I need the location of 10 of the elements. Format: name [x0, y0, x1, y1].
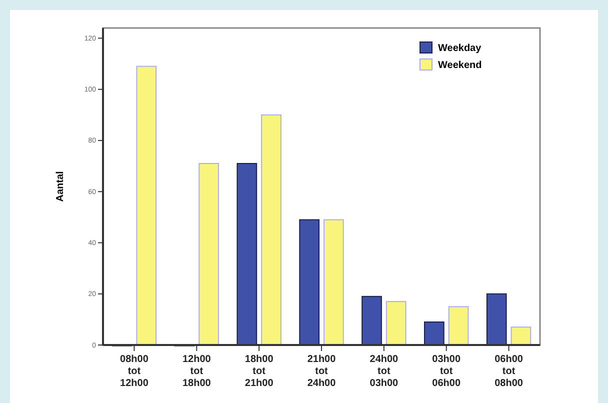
x-tick-label: 12h00 tot 18h00	[182, 354, 212, 389]
x-tick-label: 03h00 tot 06h00	[432, 354, 461, 389]
x-tick-label: 21h00 tot 24h00	[307, 354, 336, 389]
x-tick-label: 08h00 tot 12h00	[120, 354, 149, 389]
x-tick-label: 24h00 tot 03h00	[370, 354, 399, 389]
legend-label: Weekend	[438, 60, 482, 71]
x-tick-label: 06h00 tot 08h00	[494, 354, 524, 389]
x-tick-label: 18h00 tot 21h00	[244, 354, 274, 389]
y-axis-title: Aantal	[55, 171, 66, 202]
legend-label: Weekday	[438, 43, 482, 54]
